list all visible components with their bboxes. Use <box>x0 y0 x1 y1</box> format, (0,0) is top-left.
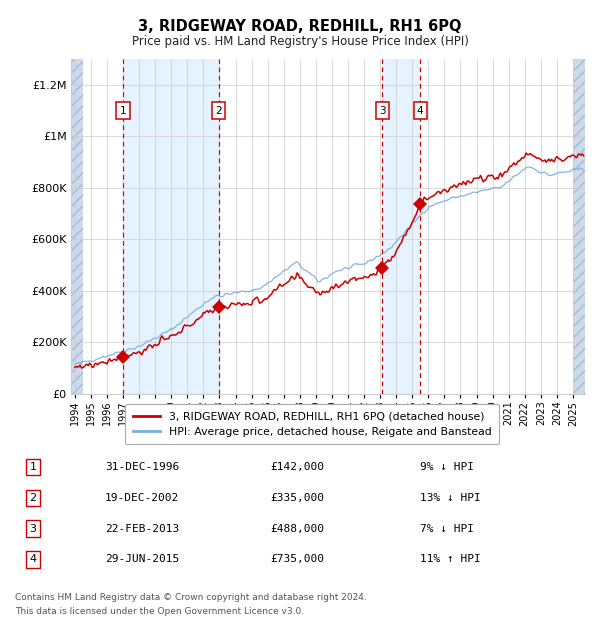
Text: 1: 1 <box>119 106 127 116</box>
Text: 31-DEC-1996: 31-DEC-1996 <box>105 462 179 472</box>
Text: £488,000: £488,000 <box>270 524 324 534</box>
Text: £142,000: £142,000 <box>270 462 324 472</box>
Legend: 3, RIDGEWAY ROAD, REDHILL, RH1 6PQ (detached house), HPI: Average price, detache: 3, RIDGEWAY ROAD, REDHILL, RH1 6PQ (deta… <box>125 404 499 445</box>
Text: £735,000: £735,000 <box>270 554 324 564</box>
Text: 4: 4 <box>417 106 424 116</box>
Text: 2: 2 <box>29 493 37 503</box>
Bar <box>71 59 83 394</box>
Text: 9% ↓ HPI: 9% ↓ HPI <box>420 462 474 472</box>
Bar <box>123 59 219 394</box>
Text: 7% ↓ HPI: 7% ↓ HPI <box>420 524 474 534</box>
Text: 4: 4 <box>29 554 37 564</box>
Text: 3: 3 <box>29 524 37 534</box>
Text: 1: 1 <box>29 462 37 472</box>
Bar <box>573 59 585 394</box>
Text: £335,000: £335,000 <box>270 493 324 503</box>
Bar <box>382 59 420 394</box>
Text: 19-DEC-2002: 19-DEC-2002 <box>105 493 179 503</box>
Text: 3: 3 <box>379 106 386 116</box>
Text: Contains HM Land Registry data © Crown copyright and database right 2024.
This d: Contains HM Land Registry data © Crown c… <box>15 593 367 616</box>
Text: 29-JUN-2015: 29-JUN-2015 <box>105 554 179 564</box>
Text: 11% ↑ HPI: 11% ↑ HPI <box>420 554 481 564</box>
Bar <box>71 59 83 394</box>
Bar <box>573 59 585 394</box>
Text: 13% ↓ HPI: 13% ↓ HPI <box>420 493 481 503</box>
Text: Price paid vs. HM Land Registry's House Price Index (HPI): Price paid vs. HM Land Registry's House … <box>131 35 469 48</box>
Text: 22-FEB-2013: 22-FEB-2013 <box>105 524 179 534</box>
Text: 3, RIDGEWAY ROAD, REDHILL, RH1 6PQ: 3, RIDGEWAY ROAD, REDHILL, RH1 6PQ <box>138 19 462 34</box>
Text: 2: 2 <box>215 106 222 116</box>
